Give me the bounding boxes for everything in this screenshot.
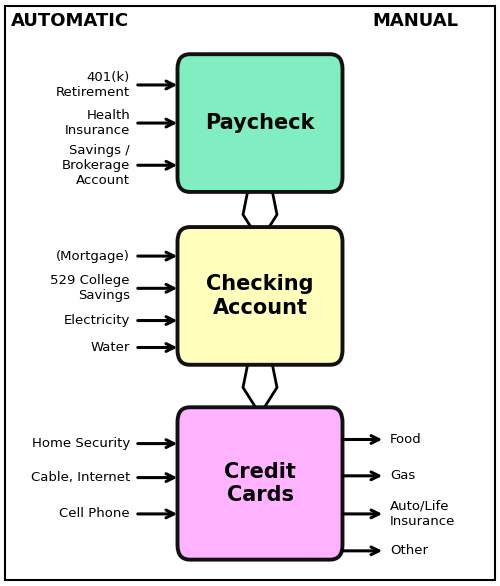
Text: Water: Water — [90, 341, 130, 354]
Polygon shape — [243, 178, 277, 241]
Text: 401(k)
Retirement: 401(k) Retirement — [56, 71, 130, 99]
Text: Gas: Gas — [390, 469, 415, 482]
FancyBboxPatch shape — [178, 407, 342, 560]
Text: AUTOMATIC: AUTOMATIC — [11, 12, 129, 29]
Text: Other: Other — [390, 544, 428, 557]
Text: Electricity: Electricity — [64, 314, 130, 327]
Text: Health
Insurance: Health Insurance — [64, 109, 130, 137]
Text: Auto/Life
Insurance: Auto/Life Insurance — [390, 500, 456, 528]
Text: 529 College
Savings: 529 College Savings — [50, 274, 130, 302]
Text: (Mortgage): (Mortgage) — [56, 250, 130, 263]
Text: Paycheck: Paycheck — [206, 113, 315, 133]
Text: Checking
Account: Checking Account — [206, 274, 314, 318]
FancyBboxPatch shape — [178, 227, 342, 364]
FancyBboxPatch shape — [178, 54, 342, 192]
Text: Food: Food — [390, 433, 422, 446]
Text: Savings /
Brokerage
Account: Savings / Brokerage Account — [62, 144, 130, 187]
Polygon shape — [243, 350, 277, 414]
Text: Home Security: Home Security — [32, 437, 130, 450]
Text: Credit
Cards: Credit Cards — [224, 462, 296, 505]
Text: Cell Phone: Cell Phone — [60, 507, 130, 520]
Text: Cable, Internet: Cable, Internet — [31, 471, 130, 484]
Text: MANUAL: MANUAL — [372, 12, 458, 29]
